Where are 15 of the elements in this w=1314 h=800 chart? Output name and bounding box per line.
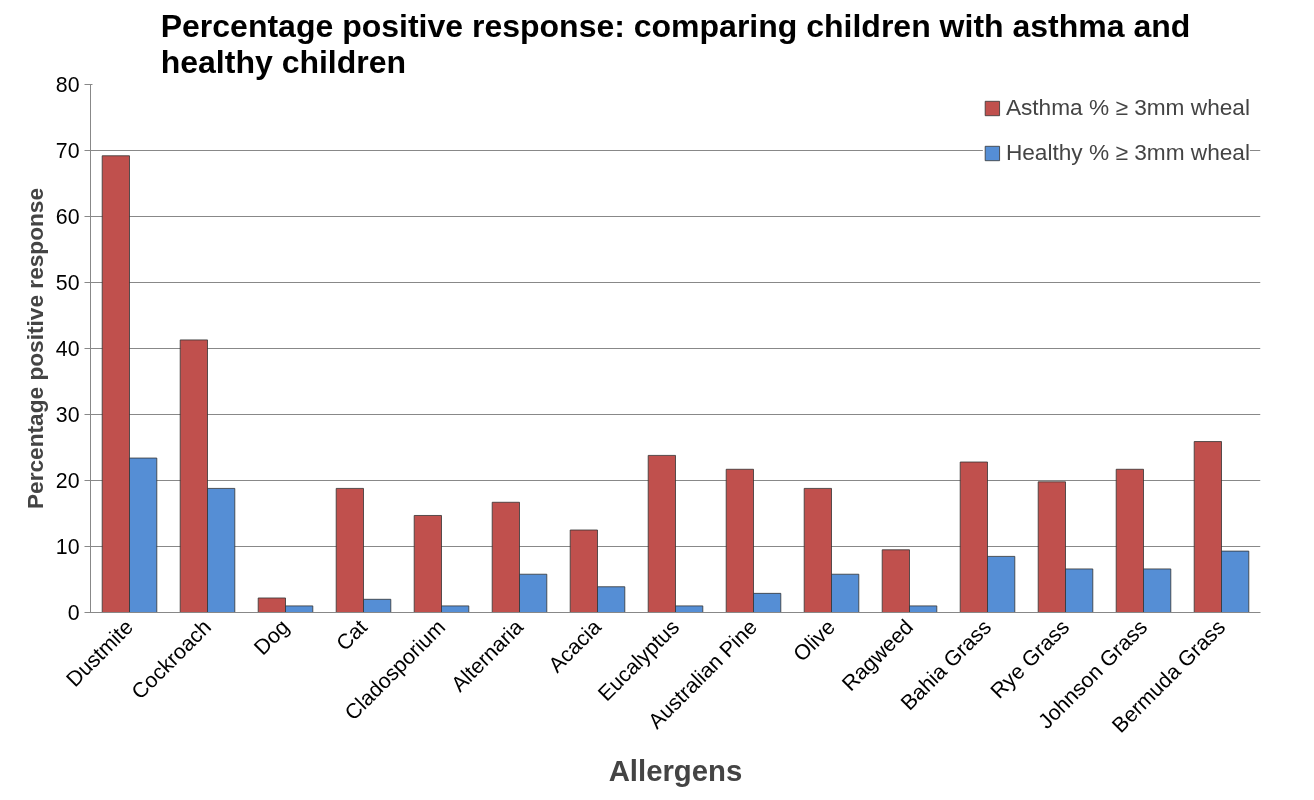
chart-title: Percentage positive response: comparing children with asthma and healthy children (160, 7, 1191, 80)
y-tick-label: 40 (55, 337, 80, 361)
x-tick-label: Dog (249, 615, 294, 660)
y-axis-title: Percentage positive response (21, 187, 48, 510)
legend-label: Healthy % ≥ 3mm wheal (1005, 139, 1250, 166)
y-tick-label: 0 (67, 601, 80, 625)
y-tick-label: 60 (55, 205, 80, 229)
legend-label: Asthma % ≥ 3mm wheal (1005, 94, 1250, 121)
y-tick-label: 20 (55, 469, 80, 493)
y-tick-label: 10 (55, 535, 80, 559)
y-tick-label: 50 (55, 271, 80, 295)
x-axis-title: Allergens (608, 754, 743, 788)
y-tick-label: 30 (55, 403, 80, 427)
y-tick-label: 80 (55, 73, 80, 97)
y-tick-label: 70 (55, 139, 80, 163)
